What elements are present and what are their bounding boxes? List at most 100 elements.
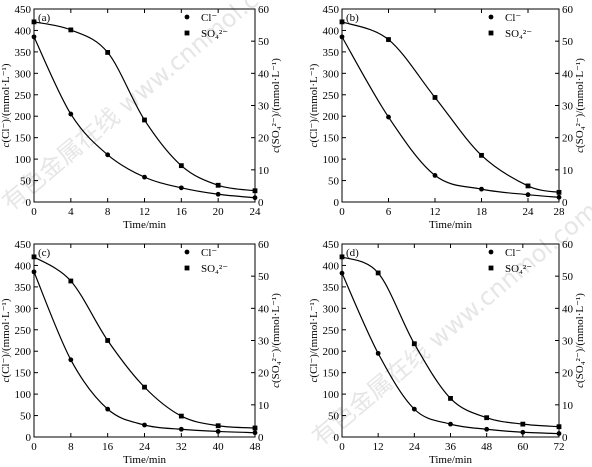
legend-label-cl: Cl⁻ — [505, 247, 521, 259]
legend-marker-so4 — [184, 265, 190, 271]
data-point-cl — [68, 357, 74, 363]
legend-label-cl: Cl⁻ — [201, 247, 217, 259]
y-right-tick-label: 0 — [258, 432, 264, 444]
x-tick-label: 48 — [250, 441, 262, 453]
y-right-tick-label: 60 — [258, 239, 270, 251]
y-left-tick-label: 50 — [20, 176, 32, 188]
data-point-cl — [411, 406, 417, 412]
y-left-tick-label: 450 — [323, 4, 340, 16]
y-right-axis-label: c(SO₄²⁻)/(mmol·L⁻¹) — [574, 293, 586, 388]
x-tick-label: 24 — [523, 206, 535, 218]
y-left-tick-label: 200 — [323, 111, 340, 123]
data-point-so4 — [105, 50, 111, 55]
data-point-so4 — [448, 396, 453, 401]
data-point-cl — [105, 406, 111, 412]
watermark-text: 有色金属在线 www.cnnmol.com — [307, 196, 592, 451]
y-left-tick-label: 150 — [323, 368, 340, 380]
x-tick-label: 6 — [386, 206, 392, 218]
y-right-tick-label: 20 — [562, 368, 574, 380]
series-line-cl — [33, 271, 256, 434]
y-left-tick-label: 350 — [15, 282, 32, 294]
y-left-axis-label: c(Cl⁻)/(mmol·L⁻¹) — [308, 298, 320, 382]
y-right-tick-label: 0 — [258, 197, 264, 209]
y-right-tick-label: 50 — [258, 36, 270, 48]
x-tick-label: 72 — [554, 441, 565, 453]
y-right-axis-label: c(SO₄²⁻)/(mmol·L⁻¹) — [270, 58, 282, 153]
y-left-tick-label: 200 — [15, 111, 32, 123]
y-right-tick-label: 0 — [562, 432, 568, 444]
x-axis-label: Time/min — [429, 219, 472, 231]
y-left-tick-label: 450 — [323, 239, 340, 251]
y-right-tick-label: 0 — [562, 197, 568, 209]
y-left-tick-label: 200 — [15, 346, 32, 358]
y-left-tick-label: 300 — [323, 303, 340, 315]
data-point-so4 — [386, 37, 391, 42]
legend: Cl⁻ SO₄²⁻ — [184, 12, 228, 40]
x-tick-label: 40 — [213, 441, 225, 453]
x-axis-label: Time/min — [429, 454, 472, 466]
data-point-so4 — [178, 163, 184, 169]
data-point-so4 — [375, 270, 381, 276]
y-left-tick-label: 250 — [15, 90, 32, 102]
y-right-tick-label: 10 — [562, 165, 574, 177]
y-left-tick-label: 250 — [15, 325, 32, 337]
legend-label-so4: SO₄²⁻ — [505, 263, 532, 275]
data-point-cl — [178, 426, 184, 432]
y-right-axis-label: c(SO₄²⁻)/(mmol·L⁻¹) — [574, 58, 586, 153]
data-point-cl — [142, 422, 147, 428]
data-point-cl — [339, 34, 345, 40]
data-point-cl — [448, 421, 453, 427]
panel-label: (d) — [346, 247, 359, 259]
y-left-tick-label: 100 — [15, 389, 32, 401]
y-left-tick-label: 150 — [15, 133, 32, 145]
legend-marker-cl — [184, 249, 190, 255]
data-point-so4 — [68, 278, 74, 284]
data-point-so4 — [215, 423, 221, 429]
data-point-so4 — [142, 117, 147, 123]
data-point-so4 — [339, 254, 345, 260]
data-point-so4 — [31, 254, 37, 260]
y-left-axis-label: c(Cl⁻)/(mmol·L⁻¹) — [0, 298, 12, 382]
y-left-tick-label: 100 — [323, 154, 340, 166]
legend-label-cl: Cl⁻ — [201, 12, 217, 24]
chart-panels: 0 4 8 12 16 20 2405010015020025030035040045001… — [0, 4, 586, 466]
chart-panel-a: 0 4 8 12 16 20 2405010015020025030035040045001… — [0, 4, 282, 231]
x-tick-label: 48 — [481, 441, 493, 453]
y-left-tick-label: 400 — [323, 260, 340, 272]
y-left-axis-label: c(Cl⁻)/(mmol·L⁻¹) — [308, 63, 320, 147]
y-left-tick-label: 0 — [334, 432, 340, 444]
y-right-tick-label: 40 — [258, 303, 270, 315]
y-right-tick-label: 10 — [562, 400, 574, 412]
x-tick-label: 12 — [139, 206, 150, 218]
series-line-cl — [33, 36, 256, 199]
series-line-so4 — [33, 256, 256, 429]
data-point-cl — [215, 191, 221, 197]
x-tick-label: 24 — [409, 441, 421, 453]
data-point-cl — [215, 429, 221, 434]
legend: Cl⁻ SO₄²⁻ — [488, 247, 532, 275]
y-left-tick-label: 450 — [15, 4, 32, 16]
y-right-tick-label: 60 — [562, 4, 574, 16]
x-tick-label: 0 — [339, 441, 345, 453]
y-right-tick-label: 20 — [562, 133, 574, 145]
y-left-tick-label: 450 — [15, 239, 32, 251]
data-point-cl — [339, 270, 345, 276]
data-point-cl — [105, 152, 111, 158]
y-right-tick-label: 40 — [562, 303, 574, 315]
data-point-so4 — [339, 19, 345, 25]
data-point-so4 — [68, 27, 74, 33]
y-right-tick-label: 30 — [258, 336, 270, 348]
y-left-tick-label: 300 — [323, 68, 340, 80]
data-point-so4 — [215, 182, 221, 188]
y-right-axis-label: c(SO₄²⁻)/(mmol·L⁻¹) — [270, 293, 282, 388]
x-tick-label: 20 — [213, 206, 225, 218]
data-point-cl — [375, 350, 381, 356]
chart-panel-b: 0 6 12 18 24 28050100150200250300350400450010… — [308, 4, 586, 231]
panel-label: (c) — [38, 247, 51, 259]
x-tick-label: 8 — [68, 441, 74, 453]
data-point-so4 — [178, 413, 184, 419]
x-tick-label: 0 — [339, 206, 345, 218]
y-left-tick-label: 300 — [15, 68, 32, 80]
y-right-tick-label: 10 — [258, 165, 270, 177]
legend-label-so4: SO₄²⁻ — [505, 28, 532, 40]
